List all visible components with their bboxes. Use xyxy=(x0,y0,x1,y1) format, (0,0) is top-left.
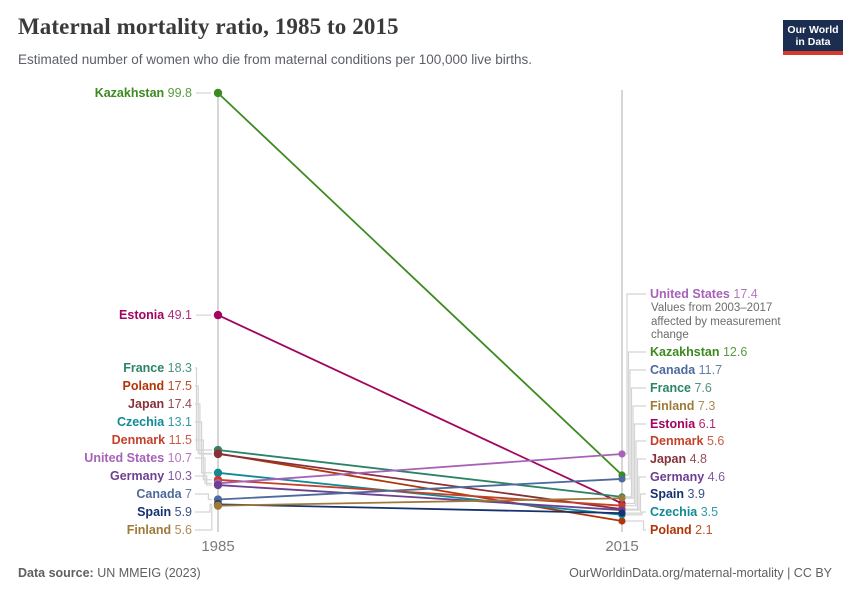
left-label-estonia[interactable]: Estonia 49.1 xyxy=(119,308,192,322)
slope-line-united-states[interactable] xyxy=(217,453,623,485)
slope-line-czechia[interactable] xyxy=(217,471,623,516)
slope-line-spain[interactable] xyxy=(217,503,623,515)
label-connector-left xyxy=(195,493,212,501)
label-connector-left xyxy=(195,421,212,474)
owid-url-license[interactable]: OurWorldinData.org/maternal-mortality | … xyxy=(569,566,832,580)
right-label-canada[interactable]: Canada 11.7 xyxy=(650,363,722,377)
owid-logo-red-bar xyxy=(783,51,843,55)
owid-logo-line1: Our World xyxy=(787,23,839,36)
dot-1985-estonia[interactable] xyxy=(213,310,223,320)
right-label-poland[interactable]: Poland 2.1 xyxy=(650,523,713,537)
label-connector-left xyxy=(195,439,212,481)
label-connector-right xyxy=(626,511,646,516)
owid-logo-line2: in Data xyxy=(795,35,831,48)
slope-line-france[interactable] xyxy=(217,449,623,498)
left-label-france[interactable]: France 18.3 xyxy=(123,361,192,375)
dot-1985-germany[interactable] xyxy=(213,480,223,490)
right-label-finland[interactable]: Finland 7.3 xyxy=(650,399,715,413)
label-connector-left xyxy=(195,403,212,455)
right-label-spain[interactable]: Spain 3.9 xyxy=(650,487,705,501)
dot-2015-united-states[interactable] xyxy=(618,450,626,458)
dot-1985-finland[interactable] xyxy=(213,501,223,510)
axis-tick-label: 2015 xyxy=(605,538,638,555)
left-label-japan[interactable]: Japan 17.4 xyxy=(128,397,192,411)
measurement-change-note: Values from 2003–2017 affected by measur… xyxy=(651,302,781,342)
label-connector-left xyxy=(195,505,213,531)
data-source-value: UN MMEIG (2023) xyxy=(93,566,201,580)
chart-footer: Data source: UN MMEIG (2023) OurWorldinD… xyxy=(18,566,832,580)
page-title: Maternal mortality ratio, 1985 to 2015 xyxy=(18,14,399,39)
label-connector-right xyxy=(626,387,646,498)
label-connector-right xyxy=(626,351,646,476)
right-label-estonia[interactable]: Estonia 6.1 xyxy=(650,417,716,431)
owid-logo-box: Our World in Data xyxy=(783,20,843,51)
label-connector-right xyxy=(626,405,646,499)
label-connector-right xyxy=(626,423,646,505)
slope-line-kazakhstan[interactable] xyxy=(217,92,623,476)
label-connector-left xyxy=(195,503,212,513)
label-connector-right xyxy=(626,493,646,514)
label-connector-right xyxy=(626,369,646,480)
right-label-germany[interactable]: Germany 4.6 xyxy=(650,470,725,484)
label-connector-right xyxy=(626,520,646,531)
right-label-czechia[interactable]: Czechia 3.5 xyxy=(650,505,718,519)
dot-1985-kazakhstan[interactable] xyxy=(213,88,223,98)
label-connector-left xyxy=(195,475,212,486)
dot-2015-finland[interactable] xyxy=(618,494,626,502)
label-connector-left xyxy=(195,457,212,484)
slope-line-finland[interactable] xyxy=(217,497,623,507)
axis-tick-label: 1985 xyxy=(201,538,234,555)
label-connector-right xyxy=(626,476,646,511)
right-label-united-states[interactable]: United States 17.4 xyxy=(650,287,758,301)
right-label-kazakhstan[interactable]: Kazakhstan 12.6 xyxy=(650,345,747,359)
data-source-label: Data source: xyxy=(18,566,94,580)
left-label-kazakhstan[interactable]: Kazakhstan 99.8 xyxy=(95,86,192,100)
slope-line-denmark[interactable] xyxy=(217,478,623,507)
left-label-czechia[interactable]: Czechia 13.1 xyxy=(117,415,192,429)
left-label-finland[interactable]: Finland 5.6 xyxy=(127,523,192,537)
left-label-united-states[interactable]: United States 10.7 xyxy=(84,451,192,465)
left-label-poland[interactable]: Poland 17.5 xyxy=(123,379,193,393)
right-label-denmark[interactable]: Denmark 5.6 xyxy=(650,434,724,448)
owid-logo[interactable]: Our World in Data xyxy=(783,20,843,55)
data-source: Data source: UN MMEIG (2023) xyxy=(18,566,201,580)
dot-2015-poland[interactable] xyxy=(618,517,626,525)
dot-2015-canada[interactable] xyxy=(618,475,626,483)
right-label-japan[interactable]: Japan 4.8 xyxy=(650,452,707,466)
label-connector-right xyxy=(626,458,646,510)
slope-line-poland[interactable] xyxy=(217,452,623,522)
left-label-canada[interactable]: Canada 7 xyxy=(136,487,192,501)
label-connector-left xyxy=(195,367,212,451)
label-connector-right xyxy=(626,440,646,507)
slope-line-estonia[interactable] xyxy=(217,314,623,505)
label-connector-right xyxy=(626,293,646,455)
left-label-denmark[interactable]: Denmark 11.5 xyxy=(112,433,192,447)
slope-line-canada[interactable] xyxy=(217,478,623,501)
right-label-france[interactable]: France 7.6 xyxy=(650,381,712,395)
dot-2015-spain[interactable] xyxy=(618,509,626,517)
chart-subtitle: Estimated number of women who die from m… xyxy=(18,52,533,67)
dot-1985-japan[interactable] xyxy=(213,449,223,459)
left-label-spain[interactable]: Spain 5.9 xyxy=(137,505,192,519)
left-label-germany[interactable]: Germany 10.3 xyxy=(110,469,192,483)
dot-1985-czechia[interactable] xyxy=(213,468,223,478)
slope-line-germany[interactable] xyxy=(217,484,623,511)
